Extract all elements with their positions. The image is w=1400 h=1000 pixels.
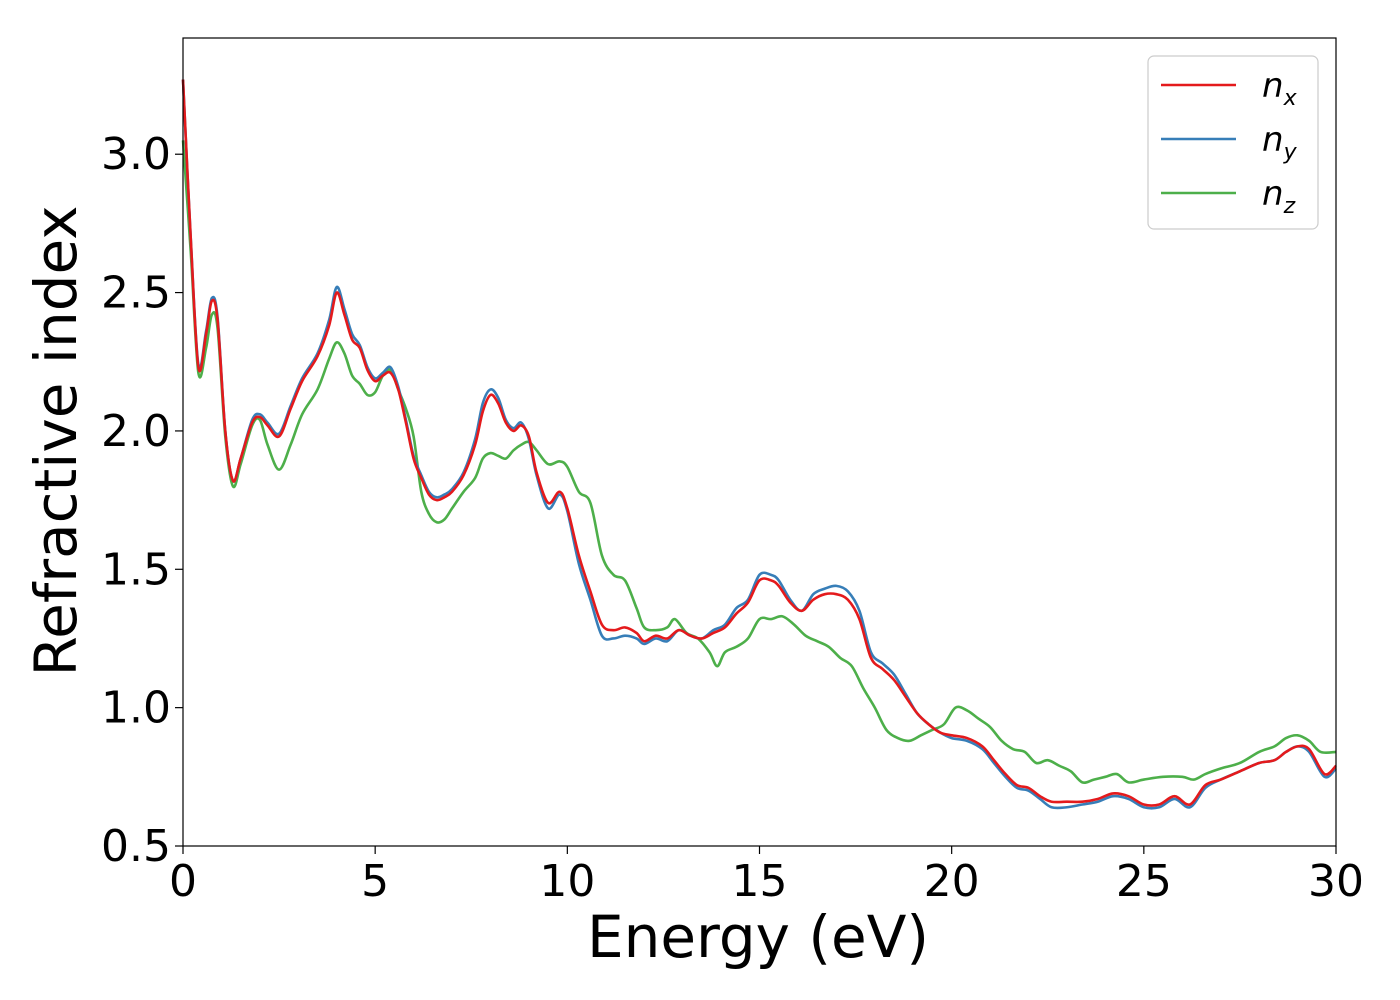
- y-axis-label: Refractive index: [22, 205, 90, 676]
- y-tick-label: 1.5: [101, 544, 171, 595]
- plot-lines: [181, 79, 1337, 810]
- y-tick-label: 2.5: [101, 268, 171, 319]
- legend-label-n-x: nx: [1262, 66, 1298, 111]
- legend: nx ny nz: [1147, 55, 1319, 230]
- series-line-n-y: [181, 79, 1337, 810]
- x-axis-label: Energy (eV): [587, 903, 929, 971]
- y-tick-label: 2.0: [101, 406, 171, 457]
- legend-label-n-z: nz: [1262, 174, 1296, 219]
- x-tick-label: 10: [539, 856, 595, 907]
- y-tick-label: 1.0: [101, 683, 171, 734]
- x-tick-label: 15: [732, 856, 788, 907]
- x-tick-label: 0: [169, 856, 197, 907]
- y-axis-ticks: 0.5 1.0 1.5 2.0 2.5 3.0: [101, 129, 183, 872]
- x-tick-label: 5: [361, 856, 389, 907]
- y-tick-label: 0.5: [101, 821, 171, 872]
- legend-label-n-y: ny: [1262, 120, 1298, 165]
- x-tick-label: 30: [1308, 856, 1364, 907]
- x-tick-label: 20: [924, 856, 980, 907]
- y-tick-label: 3.0: [101, 129, 171, 180]
- x-axis-ticks: 0 5 10 15 20 25 30: [169, 846, 1364, 907]
- legend-box: [1147, 55, 1319, 230]
- x-tick-label: 25: [1116, 856, 1172, 907]
- series-line-n-z: [181, 140, 1337, 784]
- series-line-n-x: [181, 79, 1337, 807]
